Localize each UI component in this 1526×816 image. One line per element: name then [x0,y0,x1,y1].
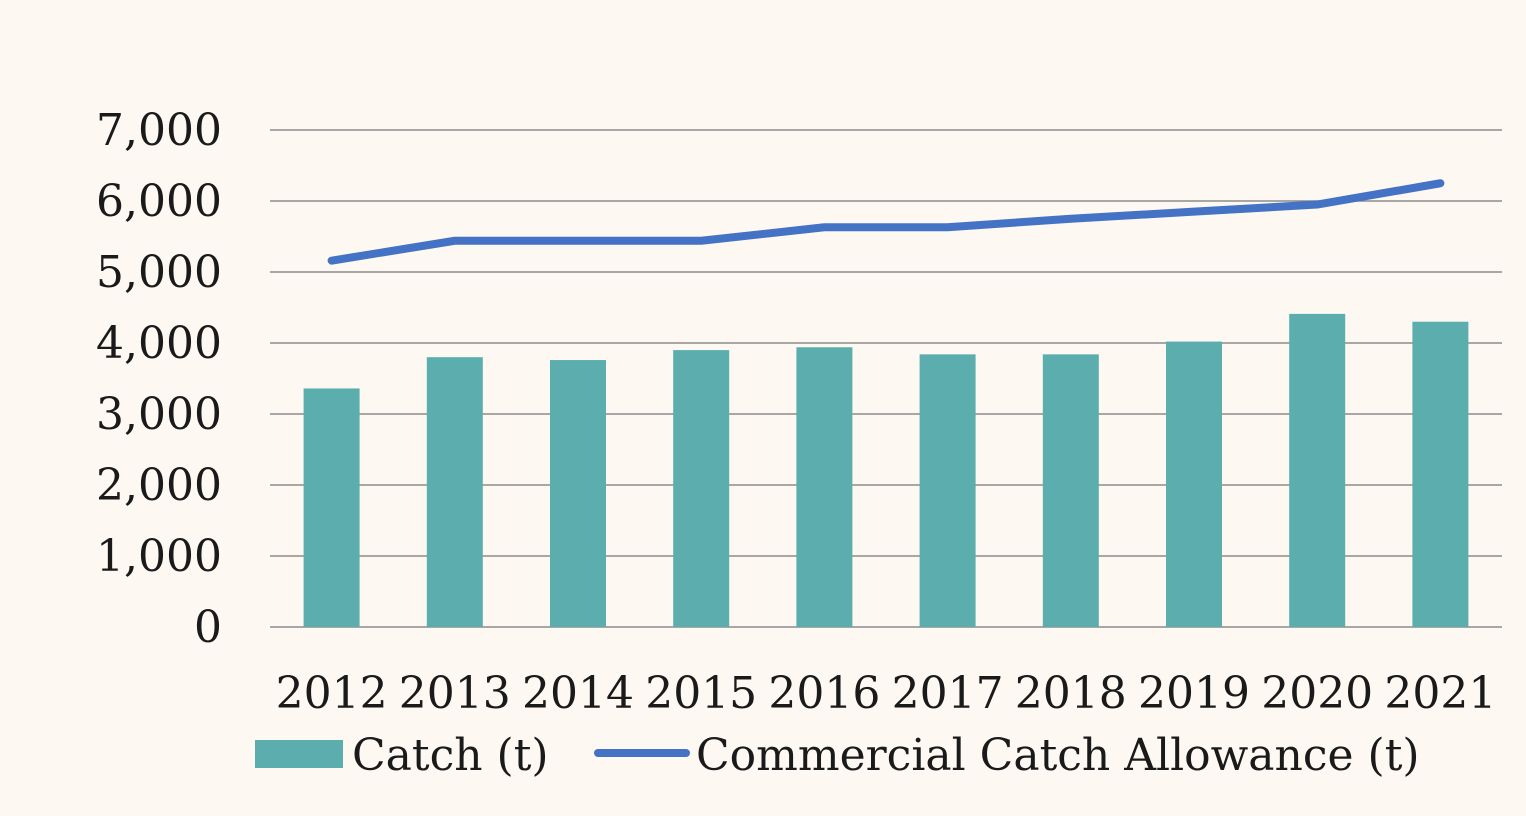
bar-catch-2016 [796,347,852,627]
bar-catch-2017 [920,354,976,627]
legend-label-catch: Catch (t) [352,730,549,781]
legend: Catch (t) Commercial Catch Allowance (t) [255,730,1420,781]
bar-catch-2019 [1166,342,1222,627]
bar-catch-2012 [304,388,360,627]
bar-catch-2014 [550,360,606,627]
bar-catch-2013 [427,357,483,627]
y-tick-label: 7,000 [96,105,222,156]
y-tick-label: 4,000 [96,318,222,369]
x-tick-label: 2014 [522,668,634,719]
bar-catch-2021 [1412,322,1468,627]
legend-swatch-catch [255,740,343,768]
x-tick-label: 2012 [276,668,388,719]
legend-label-allowance: Commercial Catch Allowance (t) [696,730,1420,781]
x-tick-label: 2017 [892,668,1004,719]
x-tick-label: 2019 [1138,668,1250,719]
allowance-line-series [332,183,1441,261]
x-tick-label: 2013 [399,668,511,719]
y-tick-label: 3,000 [96,389,222,440]
y-tick-label: 6,000 [96,176,222,227]
line-commercial-catch-allowance [332,183,1441,260]
x-tick-label: 2015 [645,668,757,719]
bar-catch-2020 [1289,314,1345,627]
bar-catch-2015 [673,350,729,627]
x-tick-label: 2020 [1261,668,1373,719]
x-tick-label: 2018 [1015,668,1127,719]
y-tick-label: 0 [194,602,222,653]
x-tick-label: 2016 [768,668,880,719]
y-tick-label: 1,000 [96,531,222,582]
x-tick-label: 2021 [1384,668,1496,719]
catch-bars [304,314,1469,627]
y-tick-label: 5,000 [96,247,222,298]
y-tick-label: 2,000 [96,460,222,511]
bar-catch-2018 [1043,354,1099,627]
y-axis: 0 1,000 2,000 3,000 4,000 5,000 6,000 7,000 [96,105,222,653]
